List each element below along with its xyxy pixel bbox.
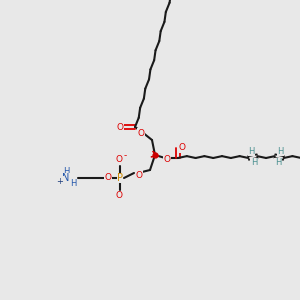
Text: O: O: [104, 173, 112, 182]
Text: H: H: [70, 178, 76, 188]
Text: O: O: [116, 191, 122, 200]
Text: -: -: [123, 152, 127, 160]
Text: N: N: [62, 173, 70, 183]
Text: O: O: [178, 143, 185, 152]
Text: O: O: [164, 154, 170, 164]
Text: +: +: [57, 176, 63, 185]
Text: H: H: [63, 167, 69, 176]
Text: H: H: [275, 158, 281, 167]
Text: P: P: [117, 173, 123, 183]
Text: H: H: [277, 147, 284, 156]
Text: H: H: [248, 147, 255, 156]
Text: O: O: [116, 122, 124, 131]
Text: H: H: [251, 158, 257, 167]
Text: O: O: [136, 170, 142, 179]
Text: O: O: [137, 128, 145, 137]
Text: O: O: [116, 155, 122, 164]
